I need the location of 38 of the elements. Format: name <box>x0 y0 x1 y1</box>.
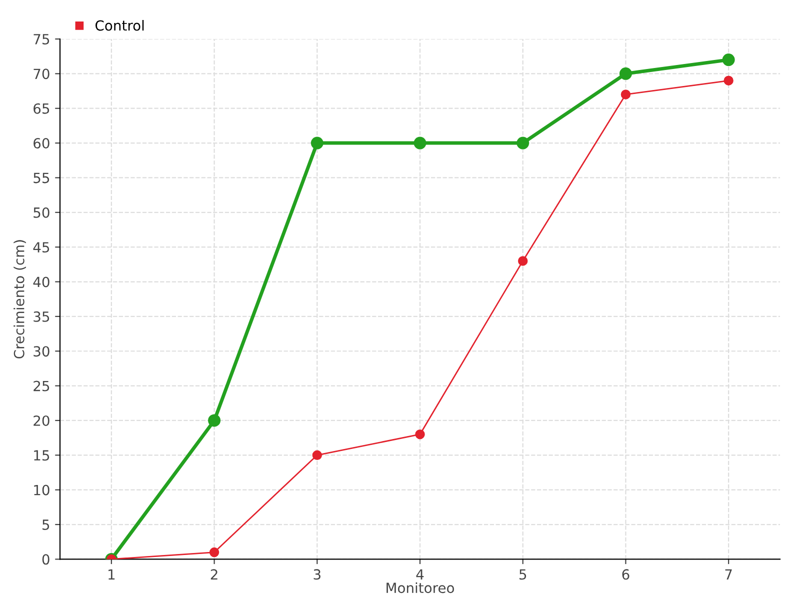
y-tick-label: 5 <box>42 520 50 530</box>
y-tick-label: 0 <box>42 554 50 565</box>
x-axis-title: Monitoreo <box>386 582 454 594</box>
x-tick-label: 6 <box>622 569 630 580</box>
y-tick-label: 50 <box>34 207 50 218</box>
point <box>209 547 220 558</box>
x-tick-label: 1 <box>108 569 115 580</box>
point <box>310 136 324 150</box>
x-tick-label: 5 <box>520 569 526 580</box>
y-tick-label: 65 <box>34 103 50 114</box>
y-tick-label: 20 <box>34 415 50 426</box>
point <box>414 136 426 150</box>
legend-label: Control <box>96 20 144 31</box>
y-tick-label: 60 <box>34 138 50 149</box>
y-tick-label: 55 <box>34 172 50 184</box>
y-axis-title: Crecimiento (cm) <box>14 240 26 358</box>
y-tick-label: 30 <box>34 346 50 357</box>
y-tick-label: 45 <box>33 242 50 253</box>
y-tick-label: 70 <box>34 68 50 80</box>
point <box>208 414 221 427</box>
y-tick-label: 10 <box>34 484 50 496</box>
x-tick-label: 2 <box>210 569 218 580</box>
point <box>415 429 425 440</box>
point <box>620 90 631 100</box>
y-tick-label: 15 <box>34 450 50 461</box>
y-tick-label: 25 <box>34 380 50 392</box>
point <box>516 136 530 150</box>
y-tick-label: 35 <box>34 311 50 322</box>
point <box>619 67 632 80</box>
point <box>722 54 735 66</box>
point <box>518 256 528 266</box>
y-tick-label: 75 <box>34 34 50 44</box>
point <box>312 450 322 460</box>
point <box>724 76 734 86</box>
x-tick-label: 7 <box>725 569 732 580</box>
x-tick-label: 4 <box>416 569 424 580</box>
x-tick-label: 3 <box>314 569 320 580</box>
y-tick-label: 40 <box>33 276 50 288</box>
